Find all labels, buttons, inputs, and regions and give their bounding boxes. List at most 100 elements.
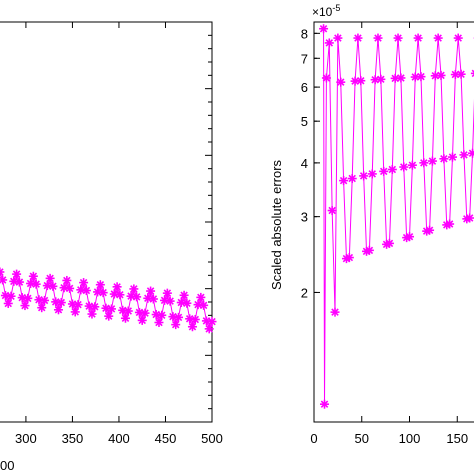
right-data-point [336,77,346,87]
right-data-point [373,33,383,43]
left-data-point [23,293,33,303]
left-data-point [162,288,172,298]
left-data-point [45,273,55,283]
right-data-point [333,33,343,43]
left-x-tick-label: 400 [108,431,130,446]
left-data-point [174,312,184,322]
left-data-point [154,318,164,327]
left-data-point [40,295,50,305]
right-data-point [413,33,423,43]
left-data-point [171,320,181,330]
left-data-point [123,306,133,316]
left-chart: 300 350 400 450 500 00 [0,21,223,473]
right-data-point [425,225,435,235]
left-data-point [70,307,80,317]
right-data-point [319,24,329,34]
right-series [319,24,474,409]
right-plot-frame [313,21,474,423]
left-data-point [62,275,72,285]
left-data-point [12,269,22,279]
left-data-point [157,310,167,320]
left-data-point [48,281,58,291]
left-x-tick-label: 350 [62,431,84,446]
right-data-point [427,156,437,166]
left-data-point [90,302,100,312]
left-data-point [148,294,158,304]
right-y-tick-label: 5 [301,114,308,129]
left-y-tick-marks [205,21,212,423]
left-data-point [204,324,214,334]
left-x-tick-label: 500 [201,431,223,446]
left-data-point [190,314,200,324]
left-series [0,267,217,334]
right-data-point [459,150,469,160]
left-data-point [98,288,108,298]
left-data-point [107,304,117,314]
right-data-point [445,219,455,229]
right-data-point [359,171,369,181]
right-data-point [453,33,463,43]
left-data-point [28,271,38,281]
right-y-ticks: 2 3 4 5 6 7 8 [301,26,320,423]
right-data-point [456,69,466,79]
left-data-point [129,284,139,294]
right-x-ticks: 0 50 100 150 [310,22,468,446]
right-data-point [384,238,394,248]
left-data-point [65,283,75,293]
right-data-point [405,232,415,242]
right-y-tick-label: 7 [301,51,308,66]
right-data-point [433,33,443,43]
right-data-point [470,69,474,78]
left-plot-frame [0,21,213,423]
right-chart: 0 50 100 150 2 3 4 5 6 7 8 ×10-5 Scaled absolute … [269,3,474,446]
right-y-tick-label: 4 [301,156,308,171]
left-data-point [95,280,105,290]
left-data-point [179,290,189,300]
right-data-point [356,76,366,86]
left-data-point [6,291,16,301]
right-x-tick-label: 0 [310,431,317,446]
right-data-point [364,245,374,255]
left-data-point [37,303,47,313]
right-y-multiplier-exponent: -5 [332,3,340,13]
right-data-point [468,148,474,158]
left-data-point [207,317,217,327]
left-data-point [73,300,83,310]
left-data-point [137,315,147,325]
right-data-point [320,399,330,409]
left-data-point [53,305,63,315]
right-data-point [436,70,446,80]
left-data-point [81,286,91,296]
left-data-point [120,313,130,323]
right-y-tick-label: 3 [301,210,308,225]
right-x-tick-label: 50 [355,431,369,446]
left-data-point [140,308,150,318]
right-data-point [399,162,409,172]
right-y-multiplier: ×10-5 [312,3,340,19]
left-data-point [112,282,122,292]
left-data-point [0,267,5,277]
right-y-tick-label: 2 [301,285,308,300]
right-data-point [439,154,449,164]
left-data-point [104,311,114,321]
right-y-multiplier-base: ×10 [312,5,333,19]
left-data-point [56,298,66,308]
left-data-point [115,290,125,300]
right-y-tick-label: 6 [301,80,308,95]
right-y-tick-label: 8 [301,26,308,41]
right-data-point [330,307,340,317]
right-y-axis-title: Scaled absolute errors [269,159,284,290]
left-data-point [187,322,197,332]
left-data-point [199,300,209,310]
right-data-point [465,213,474,223]
right-data-point [396,73,406,83]
right-data-point [324,38,334,48]
right-data-point [416,72,426,82]
left-x-tick-label: 450 [155,431,177,446]
left-x-ticks: 300 350 400 450 500 [15,22,223,446]
right-x-tick-label: 150 [446,431,468,446]
right-data-point [327,206,337,216]
right-data-point [376,74,386,84]
left-x-axis-label-fragment: 00 [0,458,14,473]
